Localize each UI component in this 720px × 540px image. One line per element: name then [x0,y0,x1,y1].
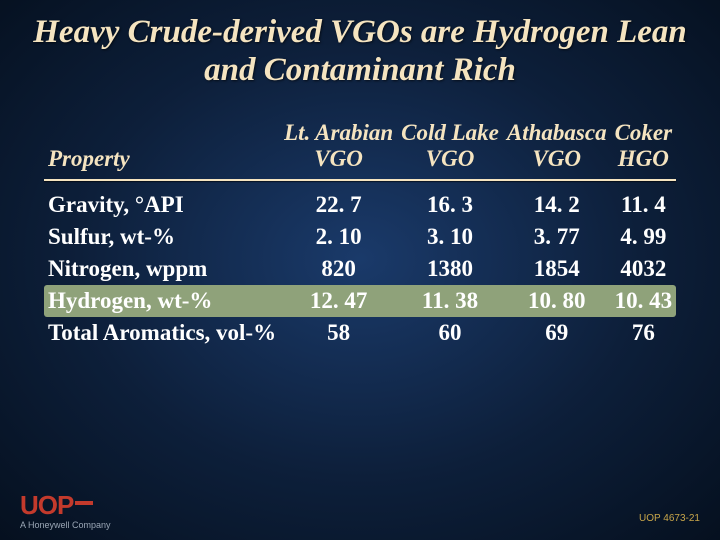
col-header-0-line1: Lt. Arabian [284,120,393,145]
col-header-3-line2: HGO [618,146,669,171]
row-label: Sulfur, wt-% [44,221,280,253]
logo-tagline: A Honeywell Company [20,520,111,530]
col-header-0: Lt. Arabian VGO [280,118,397,179]
property-column-header: Property [44,118,280,179]
col-header-1-line1: Cold Lake [401,120,499,145]
col-header-3: Coker HGO [611,118,677,179]
cell: 3. 10 [397,221,503,253]
row-label: Hydrogen, wt-% [44,285,280,317]
cell: 10. 80 [503,285,611,317]
uop-logo: UOP [20,492,93,518]
cell: 820 [280,253,397,285]
slide-id: UOP 4673-21 [639,513,700,530]
table-row: Gravity, °API22. 716. 314. 211. 4 [44,182,676,221]
cell: 10. 43 [611,285,677,317]
table-row: Hydrogen, wt-%12. 4711. 3810. 8010. 43 [44,285,676,317]
cell: 2. 10 [280,221,397,253]
cell: 4032 [611,253,677,285]
cell: 11. 4 [611,182,677,221]
col-header-2-line2: VGO [532,146,581,171]
col-header-2-line1: Athabasca [507,120,607,145]
col-header-2: Athabasca VGO [503,118,611,179]
cell: 1854 [503,253,611,285]
data-table-container: Property Lt. Arabian VGO Cold Lake VGO A… [0,90,720,349]
col-header-0-line2: VGO [314,146,363,171]
uop-logo-dash-icon [75,501,93,505]
cell: 60 [397,317,503,349]
slide-title: Heavy Crude-derived VGOs are Hydrogen Le… [0,0,720,90]
row-label: Gravity, °API [44,182,280,221]
cell: 4. 99 [611,221,677,253]
vgo-properties-table: Property Lt. Arabian VGO Cold Lake VGO A… [44,118,676,349]
row-label: Total Aromatics, vol-% [44,317,280,349]
cell: 58 [280,317,397,349]
col-header-3-line1: Coker [615,120,673,145]
table-row: Nitrogen, wppm820138018544032 [44,253,676,285]
cell: 16. 3 [397,182,503,221]
cell: 22. 7 [280,182,397,221]
slide-footer: UOP A Honeywell Company UOP 4673-21 [0,478,720,540]
row-label: Nitrogen, wppm [44,253,280,285]
table-row: Total Aromatics, vol-%58606976 [44,317,676,349]
table-row: Sulfur, wt-%2. 103. 103. 774. 99 [44,221,676,253]
cell: 3. 77 [503,221,611,253]
cell: 1380 [397,253,503,285]
uop-logo-text: UOP [20,492,73,518]
col-header-1: Cold Lake VGO [397,118,503,179]
cell: 69 [503,317,611,349]
cell: 14. 2 [503,182,611,221]
table-header-row: Property Lt. Arabian VGO Cold Lake VGO A… [44,118,676,179]
cell: 11. 38 [397,285,503,317]
logo-block: UOP A Honeywell Company [20,492,111,530]
col-header-1-line2: VGO [426,146,475,171]
cell: 12. 47 [280,285,397,317]
cell: 76 [611,317,677,349]
